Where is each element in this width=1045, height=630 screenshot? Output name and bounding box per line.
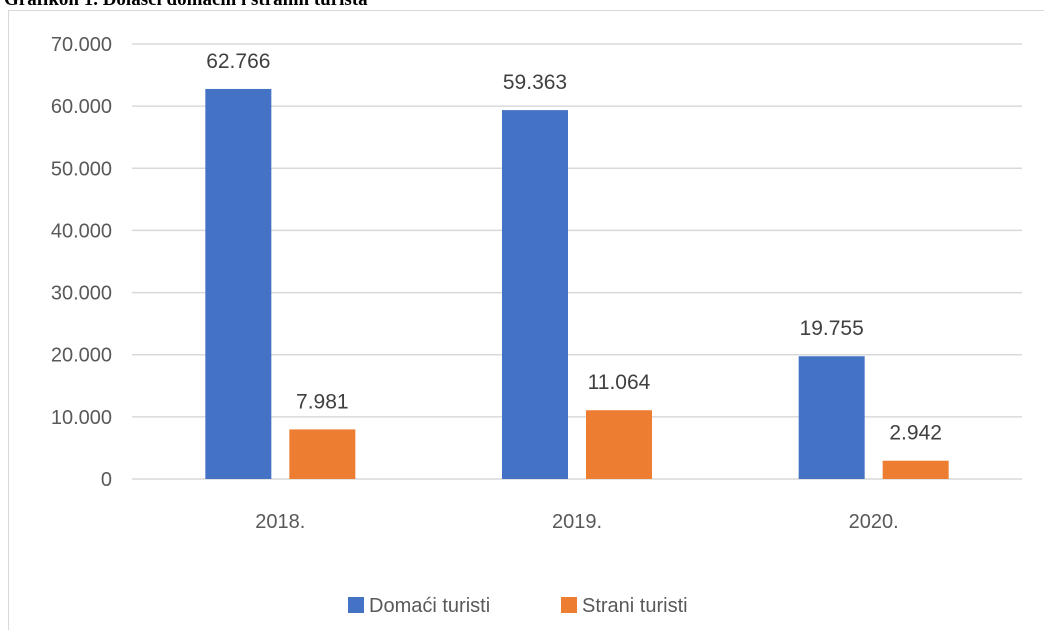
gridlines <box>132 43 1022 480</box>
bar <box>205 88 272 480</box>
y-tick-label: 50.000 <box>51 158 112 180</box>
x-axis-tick-labels: 2018. 2019. 2020. <box>255 511 898 533</box>
y-tick-label: 70.000 <box>51 34 112 56</box>
legend: Domaći turisti Strani turisti <box>348 595 688 617</box>
data-label: 2.942 <box>889 422 942 445</box>
data-label: 62.766 <box>206 50 270 73</box>
y-tick-label: 20.000 <box>51 345 112 367</box>
bar <box>798 356 865 479</box>
y-tick-label: 0 <box>101 469 112 491</box>
y-tick-label: 40.000 <box>51 220 112 242</box>
legend-label: Strani turisti <box>582 595 688 617</box>
data-label: 11.064 <box>588 371 651 394</box>
x-tick-label: 2020. <box>849 511 899 533</box>
y-tick-label: 10.000 <box>51 407 112 429</box>
legend-swatch <box>561 597 577 613</box>
y-axis-tick-labels: 0 10.000 20.000 30.000 40.000 50.000 60.000 70.… <box>51 34 112 491</box>
bar <box>289 429 356 479</box>
legend-label: Domaći turisti <box>369 595 490 617</box>
bar <box>586 410 652 479</box>
y-tick-label: 30.000 <box>51 283 112 305</box>
data-labels: 62.766 7.981 59.363 11.064 19.755 2.942 <box>206 50 942 445</box>
bar <box>502 110 568 480</box>
bar <box>882 460 949 479</box>
data-label: 19.755 <box>800 317 864 340</box>
bars <box>205 88 949 480</box>
legend-swatch <box>348 597 364 613</box>
y-tick-label: 60.000 <box>51 96 112 118</box>
data-label: 59.363 <box>503 71 567 94</box>
x-tick-label: 2018. <box>255 511 305 533</box>
chart-caption: Grafikon 1. Dolasci domaćih i stranih tu… <box>4 0 368 11</box>
data-label: 7.981 <box>296 390 349 413</box>
chart-frame <box>8 10 1044 630</box>
x-tick-label: 2019. <box>552 511 602 533</box>
